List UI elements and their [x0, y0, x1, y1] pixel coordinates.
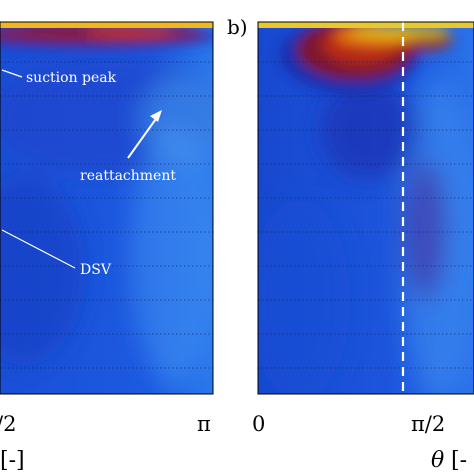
annotations-a: suction peak reattachment DSV — [1, 69, 176, 278]
heatmap-panel-a: suction peak reattachment DSV /2 π [-] — [0, 21, 214, 473]
heatmap-b-frame — [257, 21, 474, 395]
suction-peak-leader — [1, 69, 23, 78]
dsv-leader — [1, 229, 76, 269]
x-axis-unit-a: [-] — [0, 448, 25, 473]
heatmap-a-frame — [0, 21, 214, 395]
reattachment-arrowhead — [150, 110, 162, 122]
grid-a — [0, 61, 213, 369]
panel-label-b: b) — [227, 15, 248, 39]
grid-b — [258, 61, 474, 369]
heatmap-panel-b: b) 0 π/2 θ [- — [227, 15, 474, 473]
x-tick-b-0: 0 — [252, 412, 265, 436]
dsv-label: DSV — [80, 262, 112, 278]
x-axis-symbol-b: θ — [431, 448, 444, 473]
x-tick-a-pi: π — [197, 412, 211, 436]
x-tick-b-halfpi: π/2 — [411, 412, 445, 436]
reattachment-label: reattachment — [80, 168, 176, 184]
x-tick-a-halfpi: /2 — [0, 412, 16, 436]
x-axis-unit-b: [- — [451, 448, 467, 473]
suction-peak-label: suction peak — [26, 70, 117, 86]
reattachment-arrow — [127, 115, 159, 159]
